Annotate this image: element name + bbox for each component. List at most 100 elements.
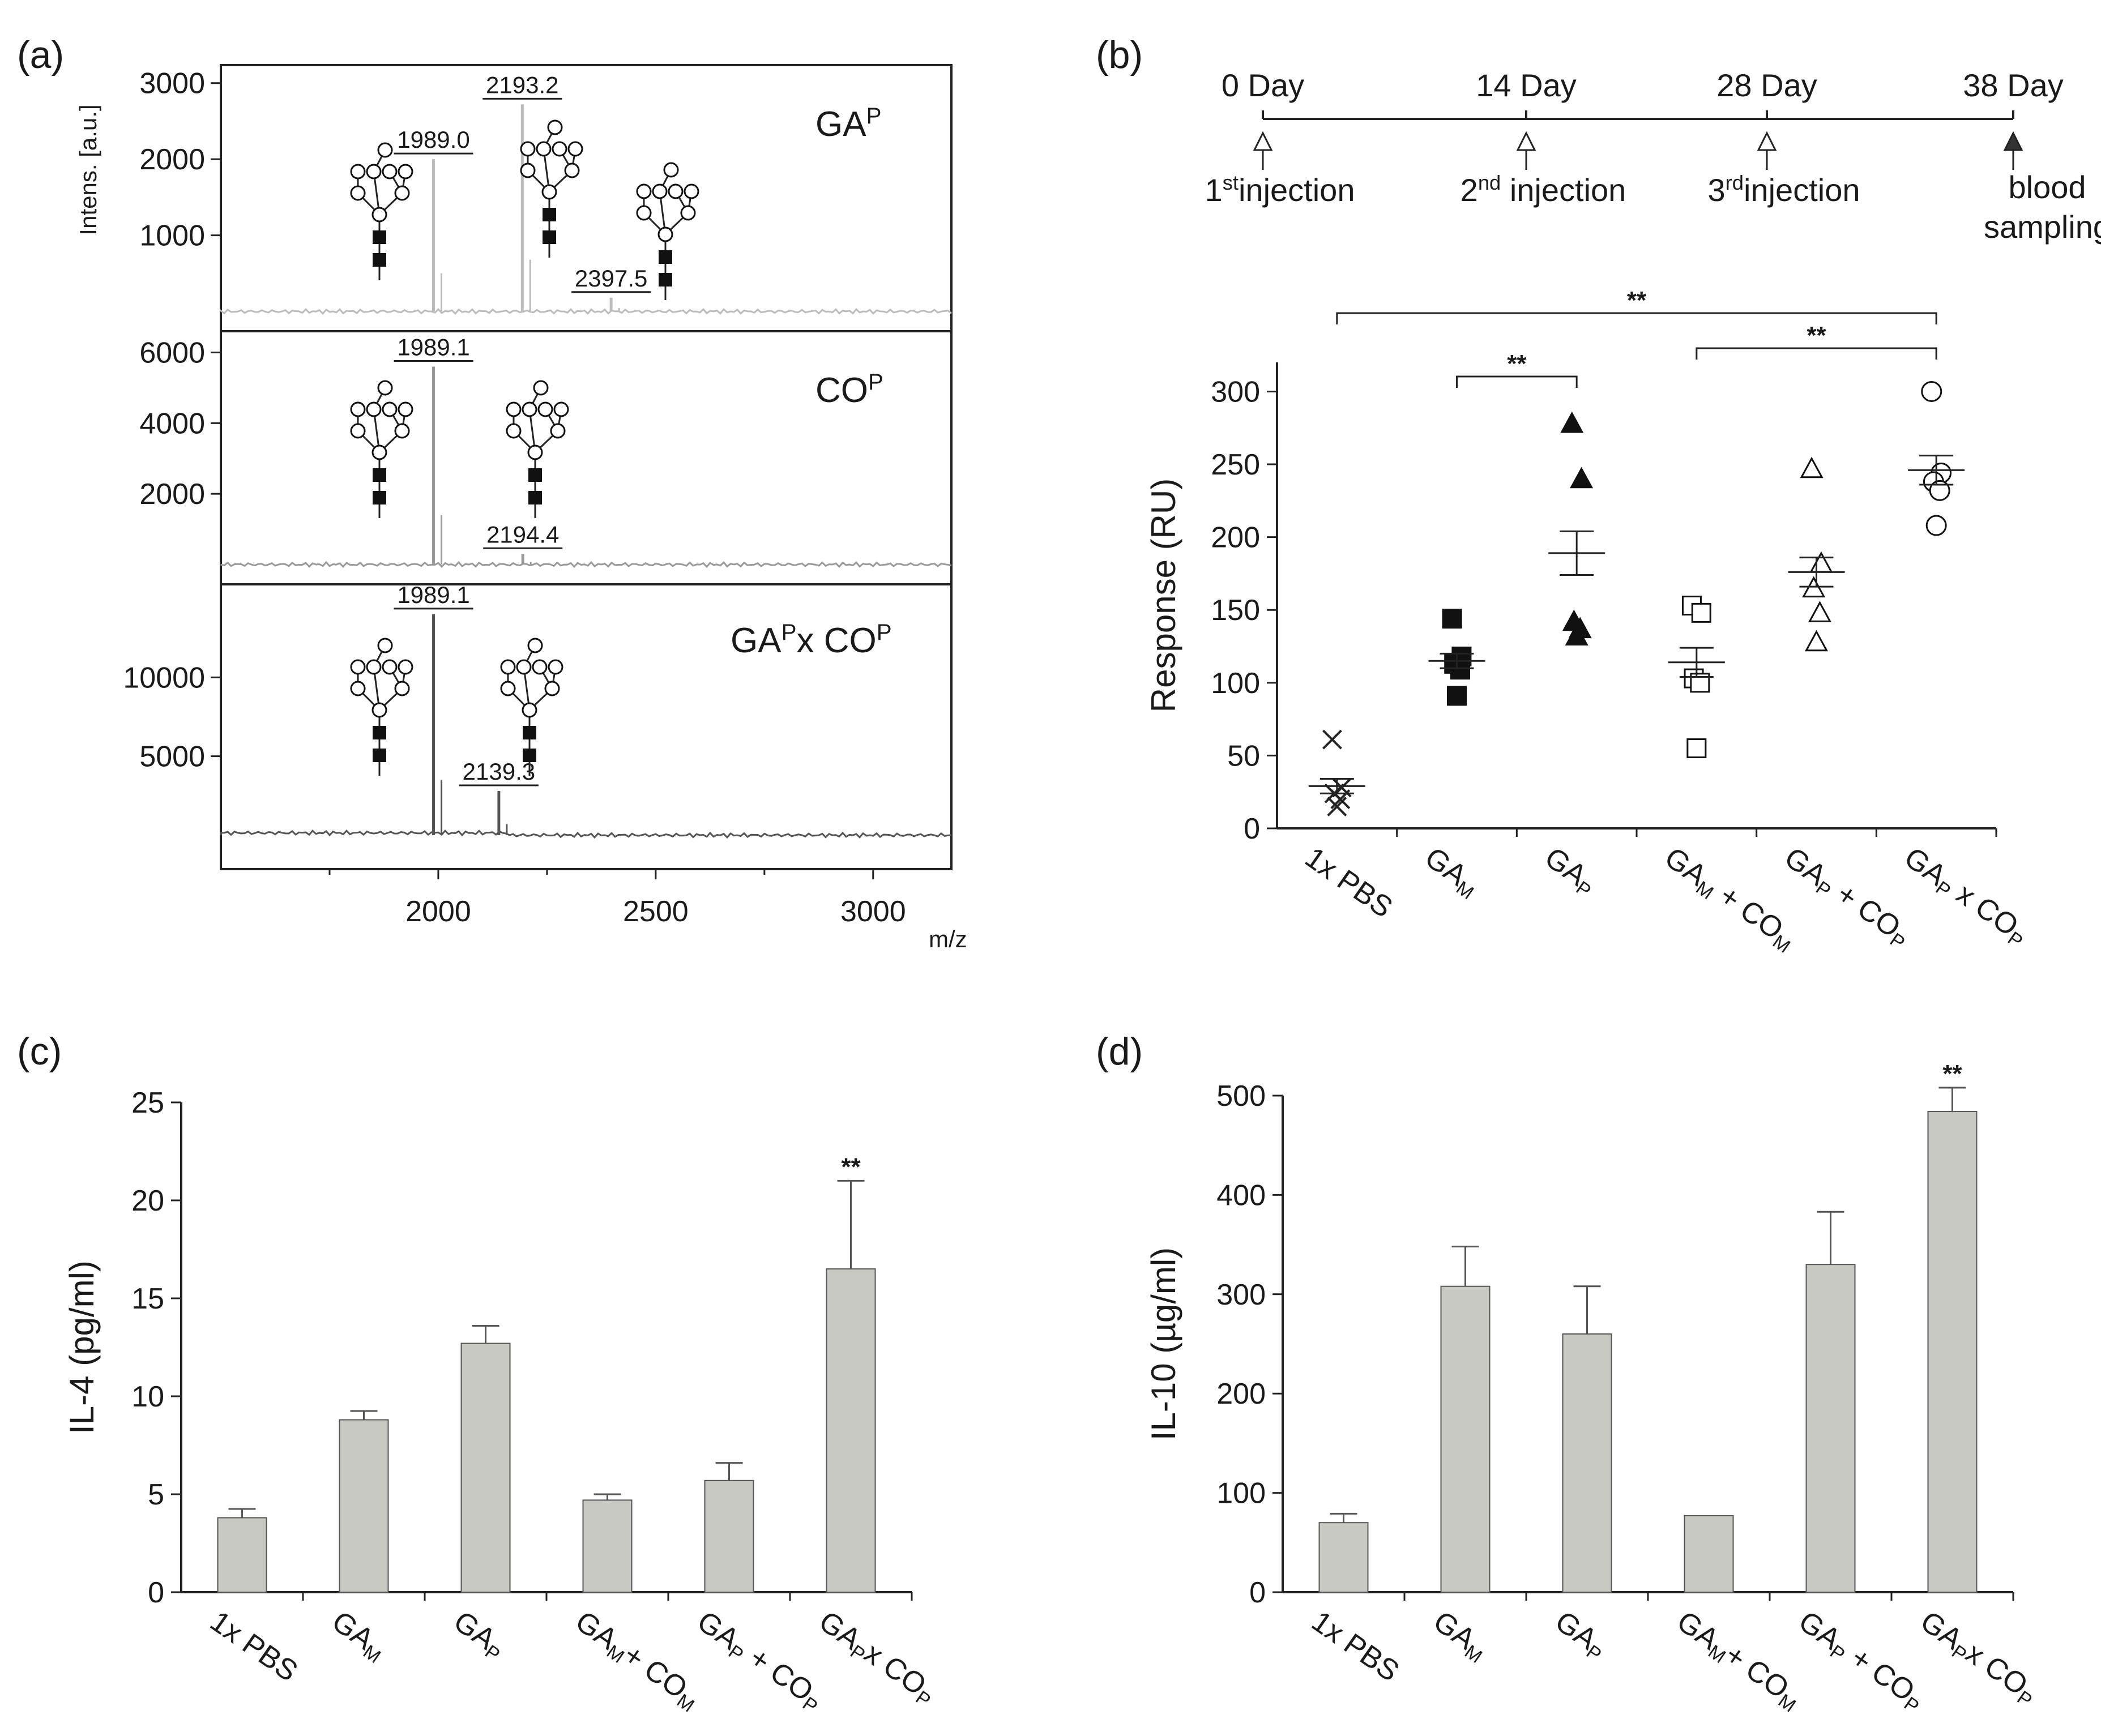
open-circle-icon xyxy=(500,681,516,696)
label-part: 1x PBS xyxy=(1306,1605,1405,1688)
x-category-label: 1x PBS xyxy=(204,1605,304,1688)
open-circle-icon xyxy=(564,163,580,178)
y-tick-label: 4000 xyxy=(139,407,205,440)
x-category-label: 1x PBS xyxy=(1306,1605,1405,1688)
label-part: injection xyxy=(1744,172,1860,208)
open-circle-icon xyxy=(533,380,549,396)
open-circle-icon xyxy=(536,141,552,157)
open-circle-icon xyxy=(553,401,569,417)
open-circle-icon xyxy=(382,164,398,179)
open-circle-icon xyxy=(382,401,398,417)
peak-label: 1989.1 xyxy=(397,581,469,608)
open-circle-icon xyxy=(548,659,563,675)
open-circle-icon xyxy=(541,184,557,200)
open-circle-icon xyxy=(527,638,543,653)
glycan-structure-icon xyxy=(350,638,413,776)
open-circle-icon xyxy=(500,659,516,675)
label-part: + CO xyxy=(1707,875,1790,946)
label-script: P xyxy=(866,103,882,129)
data-point xyxy=(1925,515,1947,536)
x-category-label: GAP + COP xyxy=(690,1605,830,1717)
panel-label-b: (b) xyxy=(1096,33,1143,76)
data-point xyxy=(1686,738,1707,759)
y-tick-label: 200 xyxy=(1216,1378,1266,1410)
open-circle-icon xyxy=(377,638,393,653)
significance-label: ** xyxy=(1507,350,1527,378)
data-point xyxy=(1322,729,1342,750)
bar xyxy=(339,1419,389,1593)
data-point xyxy=(1447,686,1467,706)
x-tick-label: 2500 xyxy=(623,895,689,928)
filled-square-icon xyxy=(659,273,672,287)
open-circle-icon xyxy=(506,401,522,417)
label-part: injection xyxy=(1501,172,1626,208)
y-tick-label: 5000 xyxy=(139,741,205,773)
bar xyxy=(217,1517,267,1593)
y-tick-label: 3000 xyxy=(139,67,205,100)
data-point xyxy=(1570,467,1594,489)
scatter-series xyxy=(1428,609,1485,706)
y-tick-label: 150 xyxy=(1211,594,1260,627)
open-circle-icon xyxy=(532,659,548,675)
label-part: CO xyxy=(815,371,868,410)
open-circle-icon xyxy=(550,423,566,439)
data-point xyxy=(1560,411,1584,433)
y-tick-label: 6000 xyxy=(139,336,205,369)
data-point xyxy=(1800,456,1824,478)
data-point xyxy=(1808,601,1832,622)
x-category-label: GAM xyxy=(1417,841,1485,903)
open-circle-icon xyxy=(398,659,413,675)
y-tick-label: 100 xyxy=(1216,1477,1266,1510)
peak-label: 1989.1 xyxy=(397,333,469,360)
event-label: 2nd injection xyxy=(1461,171,1626,208)
y-tick-label: 200 xyxy=(1211,521,1260,554)
spectrum-name: COP xyxy=(815,369,883,411)
bar xyxy=(460,1342,511,1593)
open-circle-icon xyxy=(684,183,699,199)
significance-bracket xyxy=(1696,347,1937,360)
label-script: P xyxy=(868,369,883,395)
filled-square-icon xyxy=(523,726,536,739)
significance-label: ** xyxy=(1627,287,1647,314)
open-circle-icon xyxy=(522,401,537,417)
spectrum-baseline xyxy=(220,308,952,315)
y-tick-label: 5 xyxy=(148,1478,164,1511)
antibody-response-scatter: 0 50 100 150 200 250 300 Response (RU) 1x PBS GAM… xyxy=(1145,287,2027,957)
panel-label-d: (d) xyxy=(1096,1030,1143,1073)
glycan-structure-icon xyxy=(500,638,563,776)
open-circle-icon xyxy=(377,380,393,396)
bar xyxy=(826,1268,876,1593)
open-circle-icon xyxy=(350,681,366,696)
x-category-label: GAM+ COM xyxy=(1669,1605,1808,1716)
open-circle-icon xyxy=(394,681,410,696)
x-category-label: GAP xyxy=(446,1605,512,1665)
arrow-up-icon xyxy=(1516,131,1536,151)
open-circle-icon xyxy=(547,119,563,135)
y-tick-label: 0 xyxy=(1244,813,1260,845)
timeline-day-label: 14 Day xyxy=(1476,67,1576,103)
label-part: + CO xyxy=(737,1636,819,1708)
open-circle-icon xyxy=(394,185,410,201)
open-circle-icon xyxy=(506,423,522,439)
open-circle-icon xyxy=(382,659,398,675)
y-axis-label: IL-4 (pg/ml) xyxy=(63,1260,101,1434)
timeline-day-label: 38 Day xyxy=(1963,67,2063,103)
open-circle-icon xyxy=(350,164,366,179)
x-category-label: GAM xyxy=(324,1605,392,1667)
open-circle-icon xyxy=(398,401,413,417)
open-circle-icon xyxy=(398,164,413,179)
x-category-label: GAP + COP xyxy=(1777,841,1917,953)
x-tick-label: 3000 xyxy=(840,895,906,928)
open-circle-icon xyxy=(520,163,536,178)
scatter-series xyxy=(1668,596,1725,759)
label-part: + CO xyxy=(1838,1636,1921,1708)
bar xyxy=(1684,1515,1734,1593)
filled-square-icon xyxy=(528,491,542,504)
data-point xyxy=(1804,630,1829,652)
y-tick-label: 25 xyxy=(131,1087,164,1119)
label-script: nd xyxy=(1478,171,1501,194)
scatter-series xyxy=(1788,456,1845,652)
filled-square-icon xyxy=(528,468,542,482)
bar xyxy=(1927,1111,1978,1593)
